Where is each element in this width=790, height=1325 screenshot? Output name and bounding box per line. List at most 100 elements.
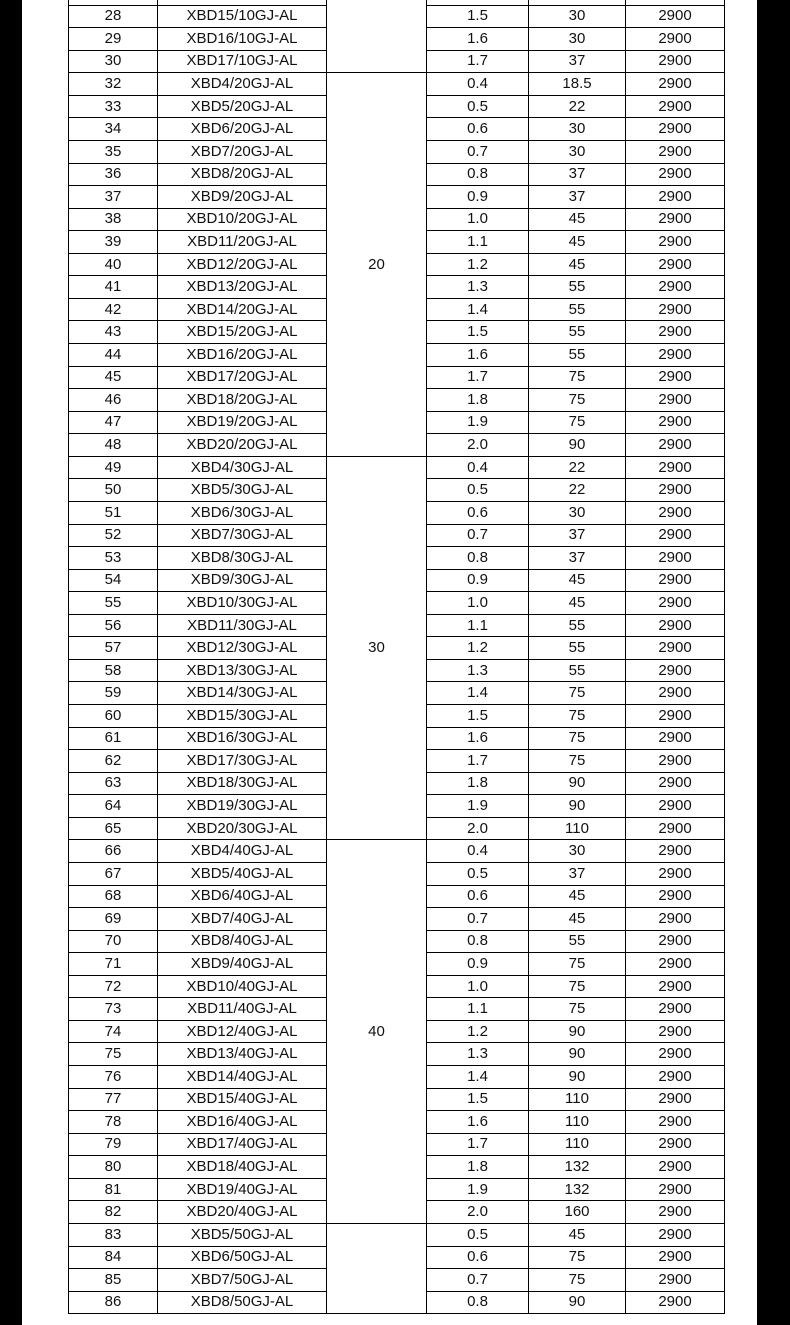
cell-speed: 2900 bbox=[625, 1245, 725, 1270]
cell-model: XBD7/50GJ-AL bbox=[157, 1268, 327, 1292]
cell-power: 30 bbox=[528, 117, 626, 141]
cell-speed: 2900 bbox=[625, 907, 725, 931]
cell-model: XBD13/20GJ-AL bbox=[157, 275, 327, 299]
cell-pressure: 1.0 bbox=[426, 974, 529, 999]
cell-power: 55 bbox=[528, 658, 626, 683]
cell-model: XBD7/30GJ-AL bbox=[157, 523, 327, 548]
cell-pressure: 1.1 bbox=[426, 997, 529, 1021]
cell-group-flow: 40 bbox=[326, 839, 427, 1224]
cell-pressure: 0.9 bbox=[426, 185, 529, 209]
cell-model: XBD15/20GJ-AL bbox=[157, 320, 327, 344]
cell-model: XBD19/40GJ-AL bbox=[157, 1177, 327, 1202]
cell-model: XBD9/20GJ-AL bbox=[157, 185, 327, 209]
cell-row-number: 82 bbox=[68, 1200, 158, 1224]
cell-model: XBD16/40GJ-AL bbox=[157, 1110, 327, 1134]
cell-speed: 2900 bbox=[625, 794, 725, 818]
cell-pressure: 1.7 bbox=[426, 749, 529, 773]
cell-power: 30 bbox=[528, 27, 626, 51]
table-row: 76 XBD14/40GJ-AL 1.4 90 2900 bbox=[68, 1065, 725, 1089]
cell-pressure: 0.8 bbox=[426, 929, 529, 954]
cell-speed: 2900 bbox=[625, 27, 725, 51]
cell-pressure: 1.9 bbox=[426, 410, 529, 435]
cell-speed: 2900 bbox=[625, 1200, 725, 1224]
cell-power: 22 bbox=[528, 455, 626, 480]
cell-speed: 2900 bbox=[625, 1155, 725, 1179]
cell-pressure: 0.6 bbox=[426, 117, 529, 141]
cell-speed: 2900 bbox=[625, 1065, 725, 1089]
cell-row-number: 29 bbox=[68, 27, 158, 51]
cell-model: XBD17/10GJ-AL bbox=[157, 49, 327, 74]
cell-power: 55 bbox=[528, 320, 626, 344]
cell-row-number: 59 bbox=[68, 681, 158, 705]
table-row: 77 XBD15/40GJ-AL 1.5 110 2900 bbox=[68, 1087, 725, 1112]
table-row: 49 XBD4/30GJ-AL 30 0.4 22 2900 bbox=[68, 455, 725, 841]
cell-speed: 2900 bbox=[625, 49, 725, 74]
table-row: 65 XBD20/30GJ-AL 2.0 110 2900 bbox=[68, 816, 725, 841]
cell-speed: 2900 bbox=[625, 816, 725, 841]
cell-row-number: 84 bbox=[68, 1245, 158, 1270]
cell-speed: 2900 bbox=[625, 636, 725, 660]
cell-power: 90 bbox=[528, 1065, 626, 1089]
cell-speed: 2900 bbox=[625, 1019, 725, 1044]
table-row: 47 XBD19/20GJ-AL 1.9 75 2900 bbox=[68, 410, 725, 435]
cell-pressure: 1.2 bbox=[426, 1019, 529, 1044]
table-row: 58 XBD13/30GJ-AL 1.3 55 2900 bbox=[68, 658, 725, 683]
cell-power: 55 bbox=[528, 343, 626, 367]
cell-pressure: 1.9 bbox=[426, 1177, 529, 1202]
table-row: 60 XBD15/30GJ-AL 1.5 75 2900 bbox=[68, 704, 725, 728]
cell-pressure: 0.7 bbox=[426, 907, 529, 931]
cell-power: 55 bbox=[528, 929, 626, 954]
table-row: 45 XBD17/20GJ-AL 1.7 75 2900 bbox=[68, 365, 725, 390]
table-row: 59 XBD14/30GJ-AL 1.4 75 2900 bbox=[68, 681, 725, 705]
cell-model: XBD10/30GJ-AL bbox=[157, 591, 327, 615]
cell-row-number: 48 bbox=[68, 433, 158, 457]
cell-model: XBD11/30GJ-AL bbox=[157, 613, 327, 638]
cell-power: 30 bbox=[528, 4, 626, 29]
cell-power: 45 bbox=[528, 1222, 626, 1247]
cell-power: 90 bbox=[528, 433, 626, 457]
cell-pressure: 0.7 bbox=[426, 523, 529, 548]
cell-pressure: 1.2 bbox=[426, 252, 529, 277]
cell-speed: 2900 bbox=[625, 478, 725, 502]
table-row: 85 XBD7/50GJ-AL 0.7 75 2900 bbox=[68, 1268, 725, 1292]
table-row: 79 XBD17/40GJ-AL 1.7 110 2900 bbox=[68, 1132, 725, 1157]
cell-speed: 2900 bbox=[625, 320, 725, 344]
cell-row-number: 72 bbox=[68, 974, 158, 999]
cell-row-number: 41 bbox=[68, 275, 158, 299]
cell-model: XBD11/20GJ-AL bbox=[157, 230, 327, 254]
cell-power: 75 bbox=[528, 997, 626, 1021]
cell-power: 75 bbox=[528, 952, 626, 976]
cell-power: 30 bbox=[528, 139, 626, 164]
cell-pressure: 1.1 bbox=[426, 230, 529, 254]
cell-speed: 2900 bbox=[625, 433, 725, 457]
cell-model: XBD19/20GJ-AL bbox=[157, 410, 327, 435]
cell-pressure: 1.8 bbox=[426, 388, 529, 412]
table-row: 66 XBD4/40GJ-AL 40 0.4 30 2900 bbox=[68, 839, 725, 1224]
cell-power: 18.5 bbox=[528, 72, 626, 96]
table-row: 30 XBD17/10GJ-AL 1.7 37 2900 bbox=[68, 49, 725, 74]
cell-power: 37 bbox=[528, 546, 626, 570]
cell-row-number: 62 bbox=[68, 749, 158, 773]
cell-power: 75 bbox=[528, 410, 626, 435]
cell-power: 90 bbox=[528, 1042, 626, 1066]
cell-pressure: 1.1 bbox=[426, 613, 529, 638]
table-row: 63 XBD18/30GJ-AL 1.8 90 2900 bbox=[68, 771, 725, 796]
cell-model: XBD8/20GJ-AL bbox=[157, 162, 327, 187]
cell-pressure: 1.4 bbox=[426, 681, 529, 705]
cell-speed: 2900 bbox=[625, 1222, 725, 1247]
cell-pressure: 1.5 bbox=[426, 704, 529, 728]
cell-power: 45 bbox=[528, 568, 626, 593]
cell-power: 30 bbox=[528, 500, 626, 525]
cell-model: XBD9/30GJ-AL bbox=[157, 568, 327, 593]
cell-row-number: 61 bbox=[68, 726, 158, 751]
cell-pressure: 0.9 bbox=[426, 952, 529, 976]
cell-pressure: 0.6 bbox=[426, 1245, 529, 1270]
cell-row-number: 57 bbox=[68, 636, 158, 660]
cell-speed: 2900 bbox=[625, 523, 725, 548]
cell-row-number: 83 bbox=[68, 1222, 158, 1247]
cell-power: 37 bbox=[528, 523, 626, 548]
cell-row-number: 80 bbox=[68, 1155, 158, 1179]
cell-speed: 2900 bbox=[625, 568, 725, 593]
cell-speed: 2900 bbox=[625, 1268, 725, 1292]
cell-row-number: 73 bbox=[68, 997, 158, 1021]
